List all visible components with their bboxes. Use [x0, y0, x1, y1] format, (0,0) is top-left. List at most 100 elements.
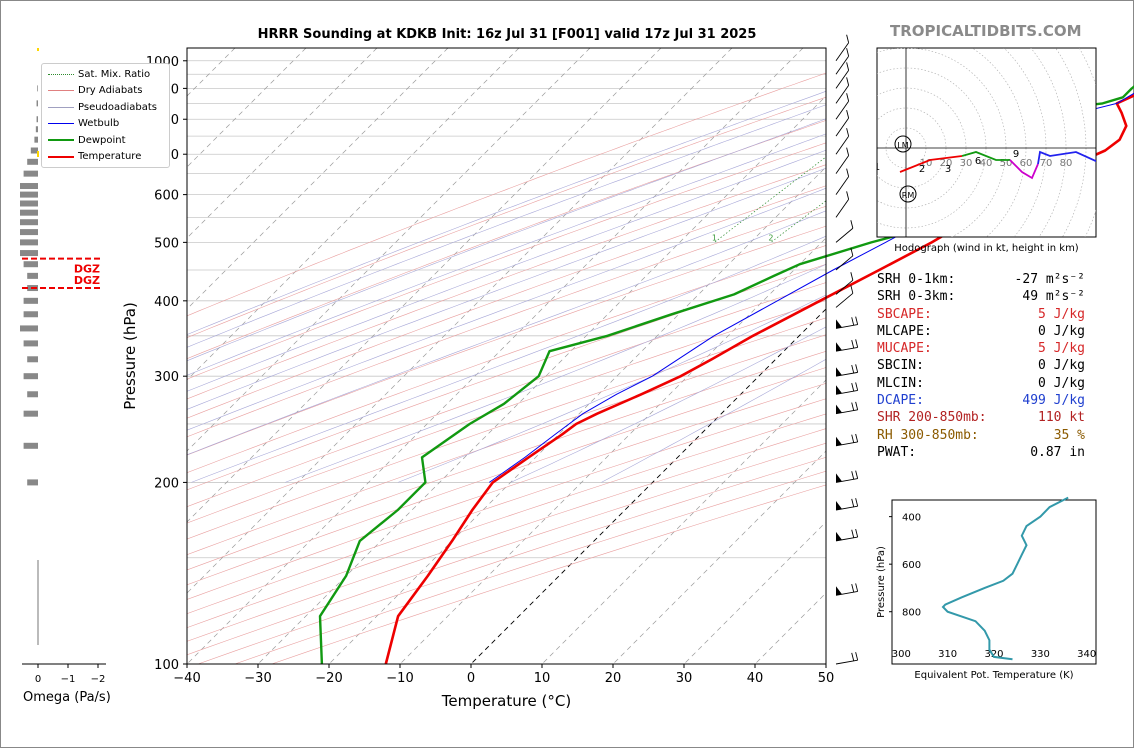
lm-marker-label: LM [897, 141, 908, 150]
pseudoadiabat [187, 90, 826, 335]
index-value: 5 J/kg [1038, 341, 1085, 357]
index-value: 0 J/kg [1038, 323, 1085, 339]
pseudoadiabat [187, 210, 826, 456]
theta-e-y-tick-label: 400 [902, 513, 921, 524]
omega-bar [23, 442, 38, 449]
y-tick-label: 200 [154, 476, 179, 491]
index-value: 110 kt [1038, 410, 1085, 426]
wind-barb [835, 339, 859, 352]
dry-adiabat [187, 413, 826, 629]
x-tick-label: −30 [244, 671, 271, 686]
omega-bar [37, 85, 38, 92]
wind-barb [835, 220, 854, 243]
index-row: SHR 200-850mb: 110 kt [877, 410, 1097, 427]
legend-swatch [48, 123, 74, 125]
omega-bar [23, 261, 38, 268]
theta-e-y-label: Pressure (hPa) [876, 546, 887, 618]
omega-marker [37, 151, 39, 157]
index-value: 0 J/kg [1038, 358, 1085, 374]
pseudoadiabat [191, 235, 826, 483]
isotherm-line [187, 48, 733, 594]
legend-swatch [48, 90, 74, 92]
omega-bar [23, 373, 38, 380]
legend-entry: Wetbulb [42, 116, 169, 133]
wind-barb [835, 93, 850, 120]
omega-bar [30, 147, 38, 154]
wind-barb [835, 498, 859, 511]
wind-barb [835, 191, 850, 218]
theta-e-tick-label: 320 [984, 649, 1003, 660]
omega-bar [23, 410, 38, 417]
index-row: DCAPE: 499 J/kg [877, 393, 1097, 410]
wind-barb [835, 62, 850, 89]
x-tick-label: 30 [676, 671, 693, 686]
lm-marker [894, 135, 912, 153]
isotherm-line [187, 48, 662, 523]
index-row: MUCAPE: 5 J/kg [877, 341, 1097, 358]
isotherm-line [187, 48, 804, 664]
omega-bar [20, 209, 38, 216]
x-tick-label: 20 [605, 671, 622, 686]
isotherm-line [187, 48, 449, 310]
sounding-indices: SRH 0-1km: -27 m²s⁻² SRH 0-3km: 49 m²s⁻² SBC… [877, 272, 1097, 462]
omega-bar [20, 239, 38, 246]
y-tick-label: 100 [154, 658, 179, 673]
wind-barb [835, 34, 850, 62]
theta-e-tick-label: 300 [892, 649, 911, 660]
omega-bar [27, 272, 38, 279]
wind-barb [835, 583, 859, 596]
omega-bar [35, 126, 38, 133]
legend-entry: Pseudoadiabats [42, 99, 169, 116]
omega-bar [20, 191, 38, 198]
dry-adiabat [187, 263, 826, 491]
hodograph-ring-label: 10 [920, 158, 933, 169]
legend-label: Wetbulb [78, 118, 120, 130]
pseudoadiabat [397, 294, 826, 483]
legend-label: Pseudoadiabats [78, 101, 158, 113]
legend-entry: Temperature [42, 149, 169, 166]
omega-tick-label: −2 [91, 674, 106, 685]
brand-watermark: TROPICALTIDBITS.COM [890, 22, 1082, 40]
dry-adiabat [187, 185, 826, 419]
wind-barb [835, 528, 859, 542]
omega-bar [27, 479, 38, 486]
temperature-profile [384, 94, 1134, 665]
omega-axis-label: Omega (Pa/s) [23, 690, 111, 705]
hodograph-ring-label: 30 [960, 158, 973, 169]
dry-adiabat [187, 72, 826, 317]
pseudoadiabat [187, 118, 826, 362]
isotherm-line [470, 308, 826, 664]
legend-label: Dewpoint [78, 134, 126, 146]
dry-adiabat [187, 164, 826, 400]
index-row: PWAT: 0.87 in [877, 445, 1097, 462]
omega-bar [20, 250, 38, 257]
omega-marker [37, 48, 39, 51]
legend-label: Temperature [78, 151, 142, 163]
pseudoadiabat [187, 133, 826, 376]
omega-bar [23, 297, 38, 304]
legend-entry: Dry Adiabats [42, 83, 169, 100]
index-value: 49 m²s⁻² [1022, 289, 1085, 305]
dry-adiabat [187, 398, 826, 614]
dry-adiabat [187, 367, 826, 586]
hodograph-trace [961, 151, 1010, 161]
rm-marker-label: RM [902, 191, 915, 200]
hodograph-height-label: 6 [975, 156, 981, 167]
isotherm-line [187, 48, 591, 452]
index-label: SRH 0-3km: [877, 289, 956, 305]
omega-bar [23, 340, 38, 347]
legend-entry: Sat. Mix. Ratio [42, 66, 169, 83]
index-value: 0 J/kg [1038, 375, 1085, 391]
hodograph-height-label: 9 [1013, 149, 1019, 160]
hodograph-ring-label: 20 [940, 158, 953, 169]
hodograph-trace [1037, 150, 1096, 165]
pseudoadiabat [187, 149, 826, 392]
y-tick-label: 600 [154, 189, 179, 204]
x-tick-label: −20 [315, 671, 342, 686]
theta-e-tick-label: 310 [938, 649, 957, 660]
y-axis-label: Pressure (hPa) [121, 302, 139, 410]
mixing-ratio-label: 2 [768, 233, 773, 242]
index-label: PWAT: [877, 444, 917, 460]
hodograph-trace [1009, 159, 1039, 180]
wind-barb [835, 401, 859, 415]
